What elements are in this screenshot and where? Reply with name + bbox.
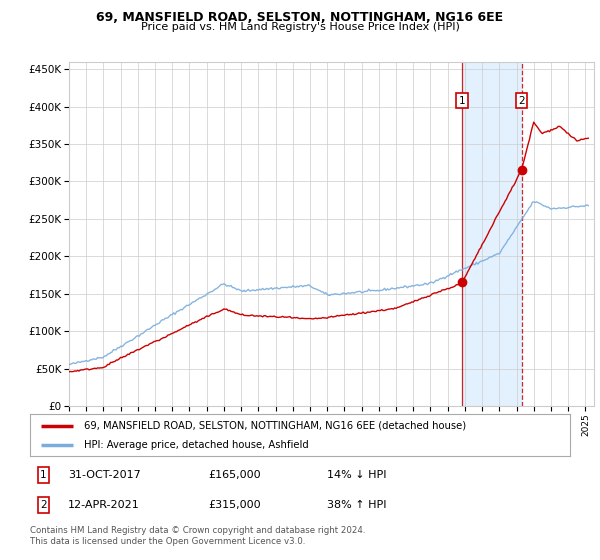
Text: 14% ↓ HPI: 14% ↓ HPI [327,470,386,480]
Text: £165,000: £165,000 [208,470,261,480]
Text: 12-APR-2021: 12-APR-2021 [68,500,140,510]
Text: 69, MANSFIELD ROAD, SELSTON, NOTTINGHAM, NG16 6EE (detached house): 69, MANSFIELD ROAD, SELSTON, NOTTINGHAM,… [84,421,466,431]
Text: 1: 1 [40,470,47,480]
Text: 38% ↑ HPI: 38% ↑ HPI [327,500,386,510]
Text: 69, MANSFIELD ROAD, SELSTON, NOTTINGHAM, NG16 6EE: 69, MANSFIELD ROAD, SELSTON, NOTTINGHAM,… [97,11,503,24]
Text: 2: 2 [518,96,525,105]
Text: £315,000: £315,000 [208,500,261,510]
Text: HPI: Average price, detached house, Ashfield: HPI: Average price, detached house, Ashf… [84,440,309,450]
Text: 2: 2 [40,500,47,510]
Text: 1: 1 [458,96,465,105]
Text: Price paid vs. HM Land Registry's House Price Index (HPI): Price paid vs. HM Land Registry's House … [140,22,460,32]
Text: 31-OCT-2017: 31-OCT-2017 [68,470,140,480]
Text: Contains HM Land Registry data © Crown copyright and database right 2024.
This d: Contains HM Land Registry data © Crown c… [30,526,365,546]
